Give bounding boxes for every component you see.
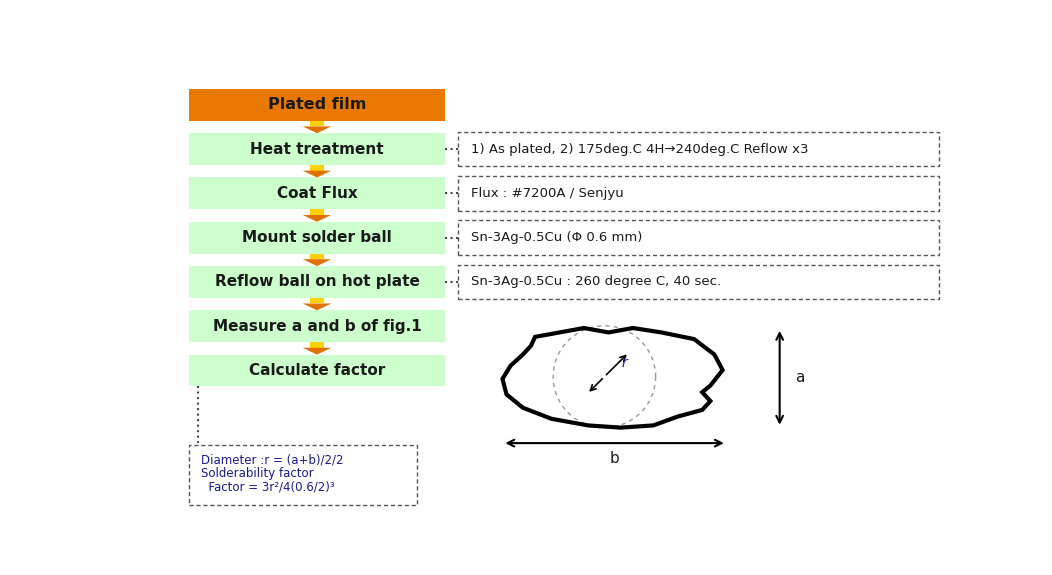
Text: Mount solder ball: Mount solder ball (242, 230, 391, 245)
FancyBboxPatch shape (188, 310, 445, 342)
FancyBboxPatch shape (458, 176, 938, 211)
FancyBboxPatch shape (188, 266, 445, 298)
Text: a: a (795, 370, 805, 385)
Polygon shape (303, 348, 331, 355)
Polygon shape (309, 298, 324, 304)
Text: Plated film: Plated film (268, 97, 366, 112)
Polygon shape (309, 254, 324, 259)
Polygon shape (303, 259, 331, 266)
FancyBboxPatch shape (188, 446, 417, 505)
Text: 1) As plated, 2) 175deg.C 4H→240deg.C Reflow x3: 1) As plated, 2) 175deg.C 4H→240deg.C Re… (471, 143, 809, 156)
Polygon shape (309, 209, 324, 215)
FancyBboxPatch shape (188, 355, 445, 386)
FancyBboxPatch shape (188, 133, 445, 165)
Polygon shape (303, 304, 331, 310)
Text: b: b (610, 451, 620, 466)
Text: Solderability factor: Solderability factor (201, 467, 313, 480)
Polygon shape (303, 215, 331, 222)
Polygon shape (303, 126, 331, 133)
Polygon shape (309, 165, 324, 171)
FancyBboxPatch shape (188, 89, 445, 121)
FancyBboxPatch shape (188, 222, 445, 254)
Text: Measure a and b of fig.1: Measure a and b of fig.1 (213, 319, 422, 333)
Polygon shape (309, 121, 324, 126)
Text: Calculate factor: Calculate factor (249, 363, 385, 378)
Text: Reflow ball on hot plate: Reflow ball on hot plate (215, 274, 420, 289)
Text: Factor = 3r²/4(0.6/2)³: Factor = 3r²/4(0.6/2)³ (201, 480, 335, 493)
Text: Sn-3Ag-0.5Cu : 260 degree C, 40 sec.: Sn-3Ag-0.5Cu : 260 degree C, 40 sec. (471, 275, 722, 289)
FancyBboxPatch shape (458, 132, 938, 167)
Polygon shape (303, 171, 331, 178)
Text: Sn-3Ag-0.5Cu (Φ 0.6 mm): Sn-3Ag-0.5Cu (Φ 0.6 mm) (471, 231, 643, 244)
FancyBboxPatch shape (458, 220, 938, 255)
Text: Heat treatment: Heat treatment (250, 141, 384, 156)
Text: r: r (622, 356, 628, 370)
Text: Flux : #7200A / Senjyu: Flux : #7200A / Senjyu (471, 187, 624, 200)
FancyBboxPatch shape (458, 264, 938, 300)
Polygon shape (309, 342, 324, 348)
FancyBboxPatch shape (188, 178, 445, 209)
Text: Coat Flux: Coat Flux (277, 186, 358, 201)
Text: Diameter :r = (a+b)/2/2: Diameter :r = (a+b)/2/2 (201, 454, 343, 466)
